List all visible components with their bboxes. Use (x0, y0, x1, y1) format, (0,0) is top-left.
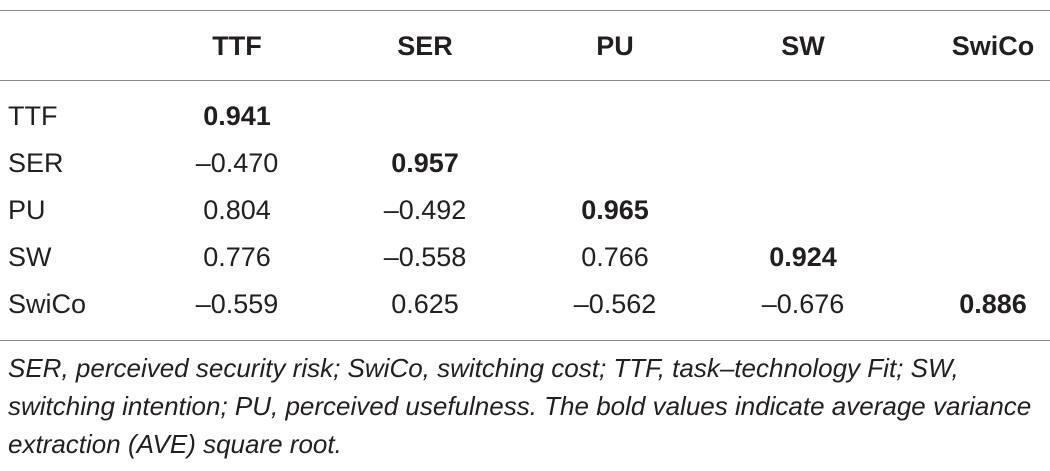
row-label: TTF (8, 101, 58, 131)
row-label: SwiCo (8, 289, 87, 319)
table-row-sw: SW 0.776 –0.558 0.766 0.924 (0, 234, 1050, 281)
table-footnote: SER, perceived security risk; SwiCo, swi… (8, 353, 1032, 459)
row-label: SW (8, 242, 52, 272)
table-cell: 0.625 (391, 289, 459, 319)
table-cell: 0.924 (769, 242, 837, 272)
table-row-ttf: TTF 0.941 (0, 93, 1050, 140)
table-cell: –0.559 (195, 289, 279, 319)
table-cell (728, 140, 878, 187)
table-cell: –0.492 (383, 195, 467, 225)
table-cell (918, 234, 1050, 281)
table-row-pu: PU 0.804 –0.492 0.965 (0, 187, 1050, 234)
table-cell: 0.965 (581, 195, 649, 225)
table-top-rule (0, 10, 1050, 11)
table-header-row: TTF SER PU SW SwiCo (0, 10, 1050, 80)
table-cell: 0.804 (203, 195, 271, 225)
table-row-ser: SER –0.470 0.957 (0, 140, 1050, 187)
table-cell: 0.941 (203, 101, 271, 131)
column-header-pu: PU (596, 31, 634, 61)
table-cell: –0.676 (761, 289, 845, 319)
table-cell: –0.470 (195, 148, 279, 178)
column-header-sw: SW (781, 31, 825, 61)
column-header-swico: SwiCo (951, 31, 1035, 61)
table-cell (728, 93, 878, 140)
table-bottom-rule (0, 340, 1050, 341)
table-cell: 0.776 (203, 242, 271, 272)
table-row-swico: SwiCo –0.559 0.625 –0.562 –0.676 0.886 (0, 281, 1050, 328)
table-cell (918, 187, 1050, 234)
table-cell: 0.957 (391, 148, 459, 178)
table-cell: 0.766 (581, 242, 649, 272)
row-label: SER (8, 148, 64, 178)
row-label: PU (8, 195, 46, 225)
table-cell (918, 140, 1050, 187)
table-body: TTF 0.941 SER –0.470 0.957 PU 0.804 –0.4… (0, 93, 1050, 328)
table-cell (540, 93, 690, 140)
table-cell: –0.562 (573, 289, 657, 319)
table-cell: 0.886 (959, 289, 1027, 319)
table-cell (728, 187, 878, 234)
table-header-rule (0, 80, 1050, 81)
table-cell: –0.558 (383, 242, 467, 272)
table-cell (918, 93, 1050, 140)
table-cell (540, 140, 690, 187)
table-cell (350, 93, 500, 140)
column-header-ttf: TTF (212, 31, 262, 61)
column-header-ser: SER (397, 31, 453, 61)
